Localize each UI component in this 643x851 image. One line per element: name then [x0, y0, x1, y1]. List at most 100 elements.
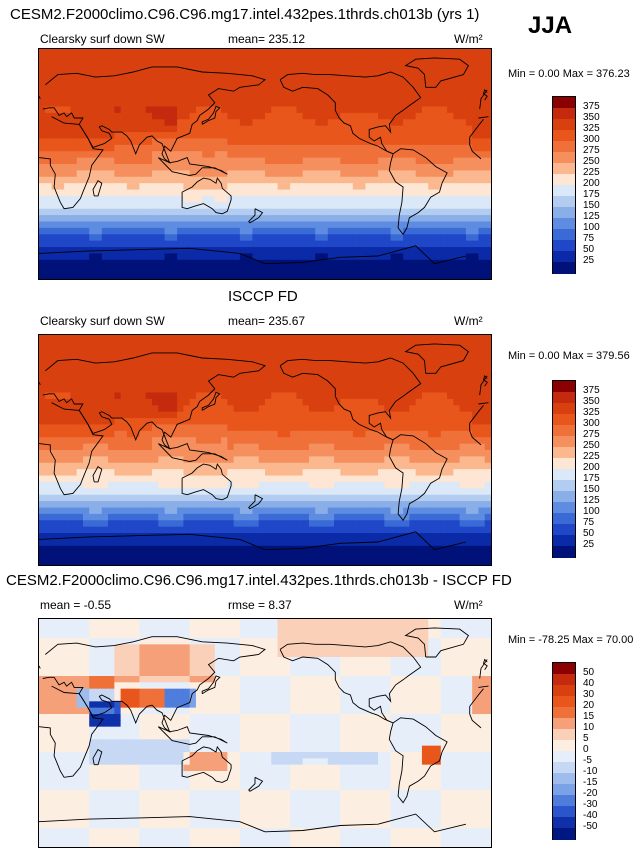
heatmap-cell	[214, 164, 222, 171]
heatmap-cell	[428, 100, 436, 108]
heatmap-cell	[95, 418, 103, 426]
heatmap-cell	[227, 501, 235, 509]
heatmap-cell	[145, 272, 153, 279]
heatmap-cell	[359, 379, 367, 387]
heatmap-cell	[409, 398, 417, 406]
heatmap-cell	[221, 195, 228, 203]
heatmap-cell	[208, 68, 216, 76]
coastline-n_america	[279, 71, 422, 155]
heatmap-cell	[315, 341, 323, 349]
heatmap-cell	[472, 520, 480, 528]
heatmap-cell	[120, 526, 128, 534]
heatmap-cell	[51, 533, 59, 541]
heatmap-cell	[152, 539, 159, 547]
heatmap-cell	[384, 450, 392, 457]
heatmap-cell	[202, 125, 210, 133]
heatmap-cell	[214, 366, 222, 374]
heatmap-cell	[271, 411, 279, 419]
heatmap-cell	[346, 93, 354, 101]
heatmap-cell	[45, 132, 53, 140]
heatmap-cell	[308, 341, 316, 349]
heatmap-cell	[64, 494, 71, 502]
heatmap-cell	[170, 164, 178, 171]
heatmap-cell	[164, 240, 172, 248]
heatmap-cell	[233, 418, 241, 426]
heatmap-cell	[453, 450, 461, 457]
heatmap-cell	[252, 74, 260, 82]
heatmap-cell	[465, 469, 473, 477]
heatmap-cell	[315, 533, 323, 541]
heatmap-cell	[239, 234, 247, 242]
heatmap-cell	[39, 507, 46, 515]
heatmap-cell	[221, 266, 228, 274]
heatmap-cell	[227, 411, 235, 419]
heatmap-cell	[133, 335, 141, 342]
heatmap-cell	[252, 513, 260, 521]
heatmap-cell	[308, 386, 316, 394]
colorbar-label: 350	[583, 112, 600, 123]
heatmap-cell	[346, 366, 354, 374]
heatmap-cell	[290, 456, 297, 464]
heatmap-cell	[89, 373, 97, 381]
heatmap-cell	[120, 507, 128, 515]
heatmap-cell	[45, 112, 53, 120]
heatmap-cell	[378, 443, 385, 451]
heatmap-cell	[472, 74, 480, 82]
heatmap-cell	[108, 272, 115, 279]
heatmap-cell	[246, 443, 254, 451]
heatmap-cell	[396, 138, 404, 146]
heatmap-cell	[101, 106, 109, 114]
heatmap-cell	[447, 240, 454, 248]
heatmap-cell	[120, 443, 128, 451]
heatmap-cell	[384, 354, 392, 362]
heatmap-cell	[145, 106, 153, 114]
heatmap-cell	[139, 208, 147, 216]
panel1-units: W/m²	[454, 32, 483, 46]
heatmap-cell	[290, 366, 297, 374]
heatmap-cell	[45, 533, 53, 541]
heatmap-cell	[378, 520, 385, 528]
heatmap-cell	[51, 247, 59, 255]
heatmap-cell	[183, 475, 191, 483]
heatmap-cell	[321, 335, 329, 342]
heatmap-cell	[396, 234, 404, 242]
heatmap-cell	[302, 74, 310, 82]
heatmap-cell	[133, 183, 141, 191]
heatmap-cell	[221, 87, 228, 95]
heatmap-cell	[177, 437, 184, 445]
heatmap-cell	[126, 49, 134, 56]
heatmap-cell	[308, 215, 316, 223]
heatmap-cell	[64, 266, 71, 274]
heatmap-cell	[346, 354, 354, 362]
heatmap-cell	[202, 144, 210, 152]
heatmap-cell	[453, 215, 461, 223]
heatmap-cell	[82, 475, 90, 483]
heatmap-cell	[340, 266, 348, 274]
heatmap-cell	[265, 475, 272, 483]
heatmap-cell	[145, 443, 153, 451]
heatmap-cell	[472, 398, 480, 406]
heatmap-cell	[82, 87, 90, 95]
heatmap-cell	[133, 227, 141, 235]
heatmap-cell	[403, 100, 410, 108]
heatmap-cell	[145, 138, 153, 146]
heatmap-cell	[139, 386, 147, 394]
heatmap-cell	[327, 411, 335, 419]
heatmap-cell	[152, 266, 159, 274]
heatmap-cell	[164, 507, 172, 515]
heatmap-cell	[390, 398, 398, 406]
heatmap-cell	[440, 266, 448, 274]
heatmap-cell	[277, 234, 285, 242]
heatmap-cell	[70, 373, 78, 381]
heatmap-cell	[277, 176, 285, 184]
heatmap-cell	[82, 164, 90, 171]
heatmap-cell	[108, 208, 115, 216]
heatmap-cell	[334, 49, 341, 56]
heatmap-cell	[390, 513, 398, 521]
heatmap-cell	[51, 125, 59, 133]
heatmap-cell	[183, 176, 191, 184]
heatmap-cell	[227, 513, 235, 521]
heatmap-cell	[70, 100, 78, 108]
heatmap-cell	[296, 462, 304, 470]
colorbar-box	[553, 196, 575, 208]
